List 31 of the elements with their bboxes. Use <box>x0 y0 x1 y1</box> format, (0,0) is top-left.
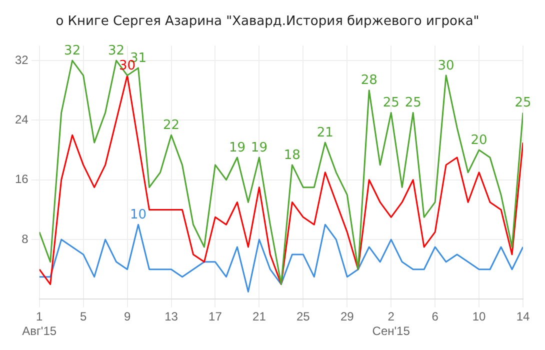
x-tick-label: 10 <box>472 310 486 324</box>
y-tick-label: 16 <box>14 172 29 186</box>
x-tick-label: 21 <box>252 310 266 324</box>
data-label: 10 <box>130 207 147 222</box>
data-label: 19 <box>250 140 268 156</box>
x-tick-label: 2 Сен'15 <box>372 310 410 338</box>
y-tick-label: 8 <box>22 232 29 246</box>
data-label: 22 <box>162 118 180 133</box>
data-label: 20 <box>470 132 488 148</box>
data-label: 18 <box>284 148 300 163</box>
x-tick-label: 29 <box>340 310 354 324</box>
x-tick-label: 5 <box>80 310 87 324</box>
y-tick-label: 32 <box>14 52 29 67</box>
y-tick-label: 24 <box>14 112 29 126</box>
data-label: 21 <box>316 125 334 140</box>
chart-title: о Книге Сергея Азарина "Хавард.История биржевого игрока" <box>56 14 480 30</box>
x-tick-label: 1 Авг'15 <box>22 310 57 338</box>
x-tick-label: 6 <box>432 310 439 324</box>
x-tick-label: 14 <box>516 310 530 324</box>
data-label: 32 <box>108 43 125 58</box>
data-label: 25 <box>382 96 400 111</box>
x-tick-label: 9 <box>124 310 131 324</box>
x-tick-label: 17 <box>208 310 222 324</box>
data-label: 25 <box>514 96 532 111</box>
x-tick-label: 13 <box>164 310 178 324</box>
data-label: 19 <box>228 140 246 156</box>
data-label: 32 <box>64 43 81 58</box>
data-label: 28 <box>360 73 378 88</box>
data-label: 25 <box>404 96 422 111</box>
data-label: 30 <box>438 58 454 74</box>
x-tick-label: 25 <box>296 310 310 324</box>
